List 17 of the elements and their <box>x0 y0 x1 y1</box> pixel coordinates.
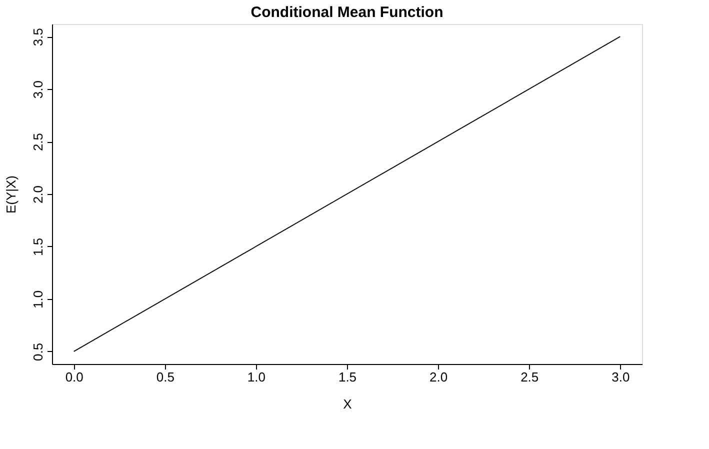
y-axis-title: E(Y|X) <box>4 175 18 214</box>
x-tick-label: 1.0 <box>247 370 266 384</box>
x-tick-label: 2.0 <box>430 370 448 384</box>
x-tick-label: 0.5 <box>156 370 174 384</box>
y-tick-label: 2.5 <box>30 132 46 152</box>
x-axis-title: X <box>343 396 352 412</box>
y-tick-label: 1.0 <box>30 290 46 308</box>
x-tick-label: 2.5 <box>520 370 539 384</box>
y-tick-label: 3.0 <box>30 80 46 99</box>
x-tick-label: 3.0 <box>612 370 630 384</box>
x-tick-label: 0.0 <box>65 370 84 384</box>
x-tick-label: 1.5 <box>338 370 357 384</box>
y-tick-label: 1.5 <box>30 238 46 256</box>
y-tick-label: 0.5 <box>30 342 46 361</box>
y-tick-label: 3.5 <box>30 28 46 46</box>
y-tick-label: 2.0 <box>30 185 46 204</box>
chart-title: Conditional Mean Function <box>250 4 444 21</box>
